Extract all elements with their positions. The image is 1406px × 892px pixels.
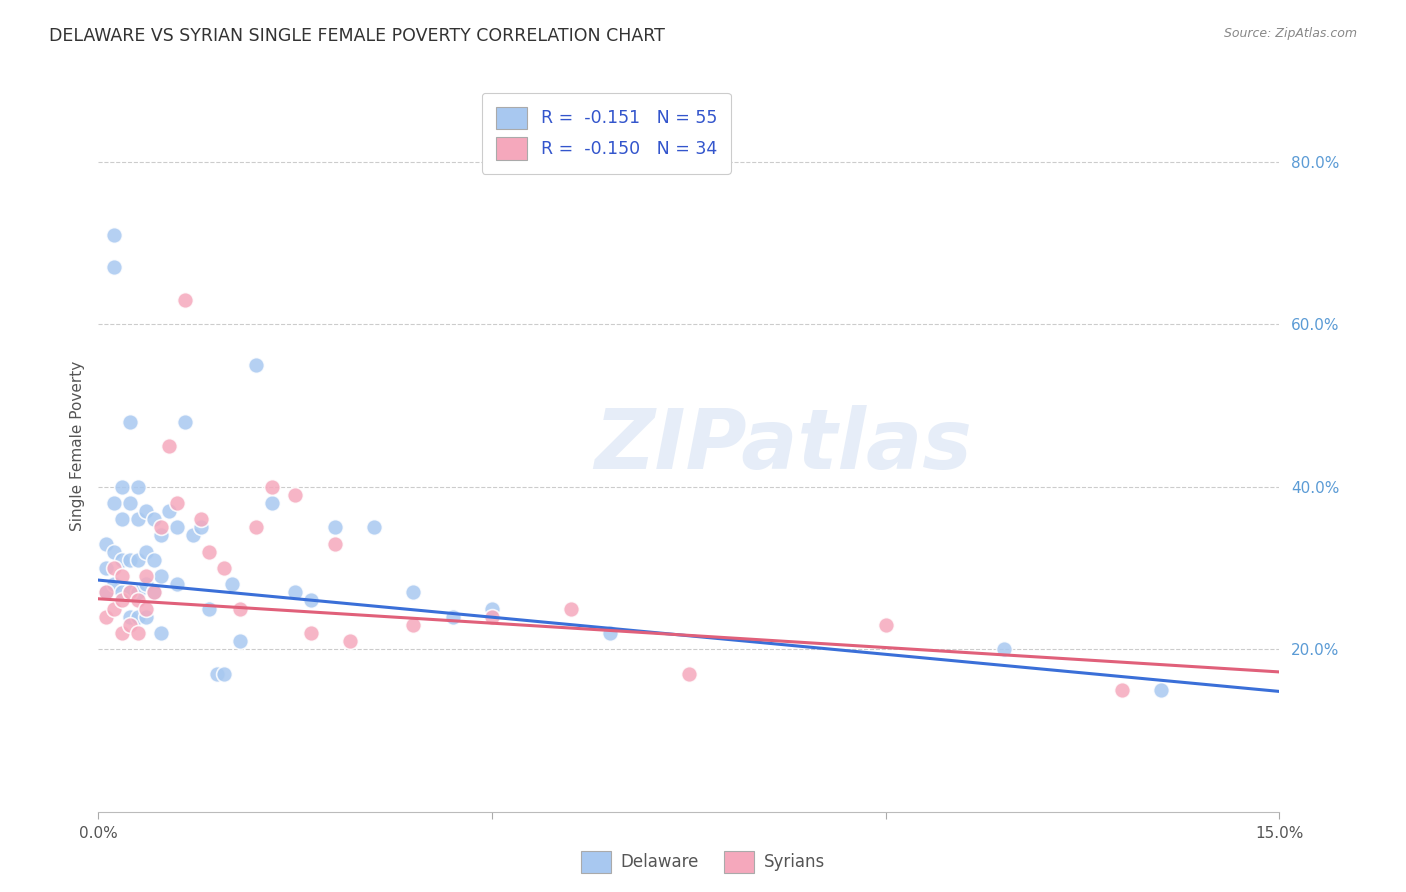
Y-axis label: Single Female Poverty: Single Female Poverty [69,361,84,531]
Point [135,609,157,624]
Point [481,601,503,615]
Point [103,601,125,615]
Point [103,561,125,575]
Point [96,609,118,624]
Point [111,585,134,599]
Legend: Delaware, Syrians: Delaware, Syrians [574,845,832,880]
Point [111,512,134,526]
Point [127,480,149,494]
Point [260,496,283,510]
Point [111,593,134,607]
Point [190,520,212,534]
Point [229,601,252,615]
Point [127,609,149,624]
Point [96,536,118,550]
Point [118,617,141,632]
Point [127,626,149,640]
Point [142,585,165,599]
Point [560,601,582,615]
Point [260,480,283,494]
Point [245,358,267,372]
Point [299,626,322,640]
Point [118,585,141,599]
Point [284,488,307,502]
Point [150,626,173,640]
Legend: R =  -0.151   N = 55, R =  -0.150   N = 34: R = -0.151 N = 55, R = -0.150 N = 34 [482,93,731,174]
Point [875,617,897,632]
Point [214,666,236,681]
Point [135,601,157,615]
Point [214,561,236,575]
Point [174,415,197,429]
Point [599,626,621,640]
Point [157,504,180,518]
Point [166,577,188,591]
Point [118,553,141,567]
Point [142,585,165,599]
Point [284,585,307,599]
Point [157,439,180,453]
Point [127,512,149,526]
Point [111,553,134,567]
Point [150,528,173,542]
Point [678,666,700,681]
Point [135,577,157,591]
Point [111,569,134,583]
Point [481,609,503,624]
Point [127,585,149,599]
Point [174,293,197,307]
Point [135,544,157,558]
Point [363,520,385,534]
Point [993,642,1015,657]
Point [323,520,346,534]
Point [181,528,204,542]
Point [118,585,141,599]
Text: DELAWARE VS SYRIAN SINGLE FEMALE POVERTY CORRELATION CHART: DELAWARE VS SYRIAN SINGLE FEMALE POVERTY… [49,27,665,45]
Point [127,553,149,567]
Point [103,260,125,275]
Point [96,561,118,575]
Point [323,536,346,550]
Point [299,593,322,607]
Point [103,577,125,591]
Point [197,601,219,615]
Point [229,634,252,648]
Point [1111,682,1133,697]
Point [135,569,157,583]
Point [142,553,165,567]
Point [441,609,464,624]
Point [103,496,125,510]
Point [150,520,173,534]
Point [103,544,125,558]
Text: ZIPatlas: ZIPatlas [595,406,973,486]
Point [150,569,173,583]
Point [1150,682,1173,697]
Point [111,626,134,640]
Point [103,227,125,242]
Point [96,585,118,599]
Point [135,504,157,518]
Point [221,577,243,591]
Text: Source: ZipAtlas.com: Source: ZipAtlas.com [1223,27,1357,40]
Point [166,496,188,510]
Point [402,585,425,599]
Point [205,666,228,681]
Point [402,617,425,632]
Point [118,609,141,624]
Point [127,593,149,607]
Point [166,520,188,534]
Point [118,496,141,510]
Point [339,634,361,648]
Point [245,520,267,534]
Point [118,415,141,429]
Point [190,512,212,526]
Point [142,512,165,526]
Point [197,544,219,558]
Point [111,480,134,494]
Point [96,585,118,599]
